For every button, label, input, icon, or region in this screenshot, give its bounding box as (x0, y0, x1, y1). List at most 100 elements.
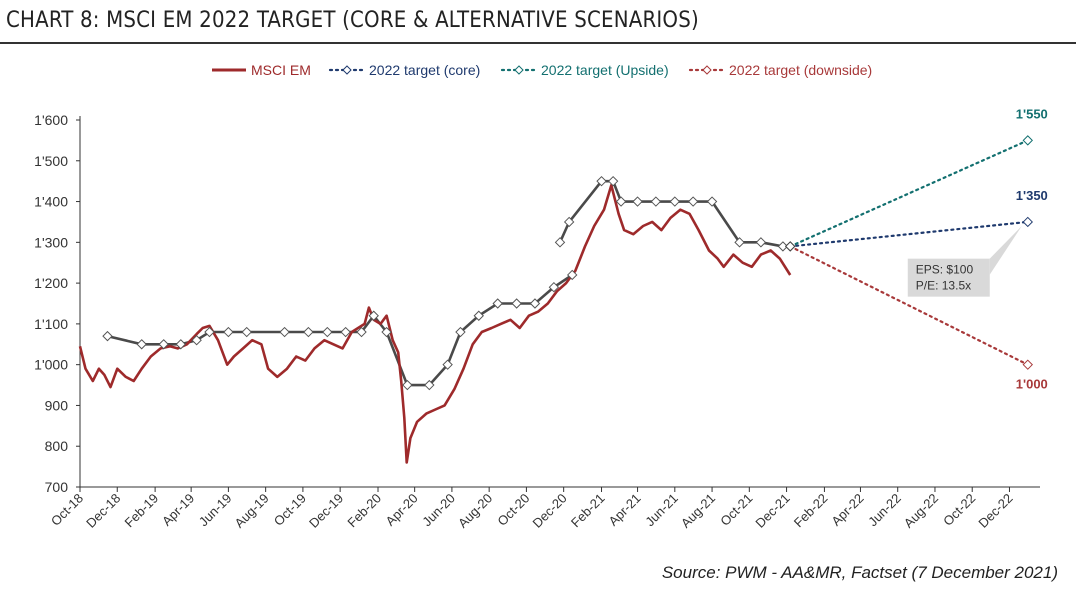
x-tick-label: Aug-22 (901, 491, 941, 531)
x-tick-label: Dec-20 (530, 491, 570, 531)
x-tick-label: Oct-19 (271, 491, 309, 529)
consensus-point (473, 310, 484, 321)
consensus-point (368, 310, 379, 321)
consensus-point (303, 326, 314, 338)
y-tick-label: 800 (45, 438, 69, 454)
target-value-label: 1'000 (1016, 377, 1048, 392)
legend-msci-em-label: MSCI EM (251, 62, 311, 78)
consensus-point (529, 298, 541, 309)
consensus-point (734, 237, 745, 248)
consensus-point (511, 298, 522, 309)
target-value-label: 1'350 (1016, 188, 1048, 203)
core-target-point (1022, 216, 1033, 228)
legend-downside-marker (702, 65, 712, 75)
legend-upside-label: 2022 target (Upside) (541, 62, 669, 78)
y-tick-label: 1'000 (34, 357, 68, 373)
x-tick-label: Oct-18 (48, 491, 86, 529)
consensus-point (442, 359, 453, 370)
consensus-point (669, 196, 681, 207)
consensus-point (650, 196, 662, 207)
consensus-point (356, 326, 367, 338)
consensus-point (615, 196, 627, 207)
x-tick-label: Aug-21 (678, 491, 718, 531)
x-tick-label: Jun-19 (196, 491, 235, 530)
source-note: Source: PWM - AA&MR, Factset (7 December… (661, 563, 1058, 582)
consensus-line (107, 273, 573, 387)
consensus-point (687, 196, 699, 207)
consensus-point (340, 326, 351, 338)
target-value-label: 1'550 (1016, 106, 1048, 121)
x-tick-label: Oct-20 (494, 491, 532, 529)
consensus-point (241, 326, 252, 338)
consensus-point (279, 326, 290, 338)
downside-target-point (1022, 359, 1033, 370)
chart-title: CHART 8: MSCI EM 2022 TARGET (CORE & ALT… (6, 8, 699, 33)
consensus-point (175, 339, 186, 350)
consensus-point (455, 326, 466, 338)
x-tick-label: Dec-21 (752, 491, 792, 531)
consensus-point (381, 326, 392, 338)
consensus-point (607, 175, 619, 187)
x-tick-label: Dec-18 (83, 491, 123, 531)
title-rule (0, 42, 1076, 44)
x-tick-label: Jun-21 (642, 491, 681, 530)
consensus-point (424, 379, 435, 391)
consensus-point (322, 326, 333, 338)
annotation-eps: EPS: $100 (916, 263, 974, 277)
upside-target-point (1022, 135, 1033, 146)
x-tick-label: Oct-22 (940, 491, 978, 529)
annotation-pointer (989, 225, 1022, 275)
annotation-pe: P/E: 13.5x (916, 279, 971, 293)
consensus-point (548, 281, 560, 293)
x-tick-label: Feb-22 (791, 491, 831, 531)
x-tick-label: Feb-21 (568, 491, 608, 531)
x-tick-label: Dec-19 (306, 491, 346, 531)
x-tick-label: Aug-19 (232, 491, 272, 531)
x-tick-label: Apr-19 (159, 491, 197, 529)
consensus-point (563, 216, 575, 228)
consensus-point (191, 334, 202, 346)
x-tick-label: Oct-21 (717, 491, 755, 529)
legend-core-marker (342, 65, 352, 75)
scenario-start-point (785, 241, 796, 252)
core-target-line (789, 220, 1029, 248)
msci-em-line (78, 183, 792, 464)
y-tick-label: 1'200 (34, 275, 68, 291)
eps-annotation-box (907, 258, 990, 297)
y-tick-label: 1'600 (34, 112, 68, 128)
y-tick-label: 1'400 (34, 194, 68, 210)
consensus-point (204, 326, 215, 338)
upside-target-line (789, 139, 1029, 248)
consensus-point (102, 330, 113, 342)
y-tick-label: 1'500 (34, 153, 68, 169)
legend-downside-label: 2022 target (downside) (729, 62, 872, 78)
x-tick-label: Apr-22 (828, 491, 866, 529)
x-tick-label: Apr-20 (383, 491, 421, 529)
consensus-point (402, 379, 413, 391)
legend-core-label: 2022 target (core) (369, 62, 480, 78)
consensus-point (136, 339, 147, 350)
consensus-point (706, 196, 718, 207)
x-tick-label: Jun-20 (419, 491, 458, 530)
consensus-point (223, 326, 234, 338)
x-tick-label: Dec-22 (975, 491, 1015, 531)
consensus-point (596, 175, 607, 187)
consensus-point (492, 298, 503, 309)
y-tick-label: 1'300 (34, 234, 68, 250)
y-tick-label: 700 (45, 479, 69, 495)
consensus-point (554, 237, 566, 248)
consensus-point (755, 237, 767, 248)
consensus-point (777, 241, 789, 252)
consensus-point (632, 196, 643, 207)
x-tick-label: Feb-20 (344, 491, 384, 531)
x-tick-label: Apr-21 (605, 491, 643, 529)
legend-upside-marker (514, 65, 524, 75)
x-tick-label: Aug-20 (455, 491, 495, 531)
y-tick-label: 1'100 (34, 316, 68, 332)
x-tick-label: Jun-22 (865, 491, 904, 530)
consensus-point (158, 339, 169, 350)
downside-target-line (789, 245, 1029, 366)
x-tick-label: Feb-19 (121, 491, 161, 531)
y-tick-label: 900 (45, 397, 69, 413)
